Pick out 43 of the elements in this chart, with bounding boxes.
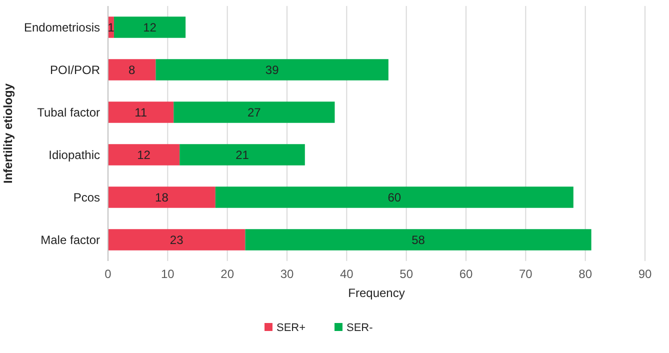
data-label: 21 <box>236 148 250 162</box>
data-label: 11 <box>134 105 148 120</box>
bar <box>174 102 335 123</box>
y-tick-label: Endometriosis <box>24 20 100 34</box>
x-tick-label: 60 <box>459 267 473 281</box>
data-label: 39 <box>265 62 280 77</box>
bar <box>114 16 186 38</box>
bar <box>108 102 174 123</box>
x-tick-label: 0 <box>104 267 112 281</box>
data-label: 18 <box>155 190 169 204</box>
data-label: 23 <box>170 232 184 247</box>
legend-label: SER+ <box>276 322 306 334</box>
x-tick-label: 40 <box>340 267 354 281</box>
data-label: 1 <box>108 20 115 34</box>
y-tick-label: Male factor <box>40 232 100 247</box>
y-tick-label: POI/POR <box>50 62 100 77</box>
x-tick-label: 50 <box>400 267 414 281</box>
data-label: 12 <box>137 148 151 162</box>
x-tick-label: 20 <box>220 267 234 281</box>
x-tick-label: 80 <box>578 267 592 281</box>
bar <box>108 186 216 208</box>
y-axis-title: Infertility etiology <box>1 83 15 184</box>
bar <box>156 59 388 80</box>
bar <box>245 229 592 250</box>
data-label: 58 <box>412 232 426 247</box>
data-label: 8 <box>128 62 136 77</box>
y-tick-label: Pcos <box>73 190 100 204</box>
data-label: 60 <box>388 190 402 204</box>
data-label: 12 <box>143 20 157 34</box>
bar <box>108 229 246 250</box>
y-tick-label: Idiopathic <box>48 148 100 162</box>
legend-label: SER- <box>346 322 374 334</box>
x-tick-label: 10 <box>160 267 175 281</box>
data-label: 27 <box>248 105 262 120</box>
x-axis-title: Frequency <box>348 286 405 300</box>
bar <box>108 59 156 80</box>
x-tick-label: 90 <box>638 267 652 281</box>
x-tick-label: 30 <box>280 267 294 281</box>
bar <box>108 144 180 166</box>
bar <box>215 186 574 208</box>
x-tick-label: 70 <box>518 267 533 281</box>
y-tick-label: Tubal factor <box>37 105 100 120</box>
bar <box>180 144 305 166</box>
